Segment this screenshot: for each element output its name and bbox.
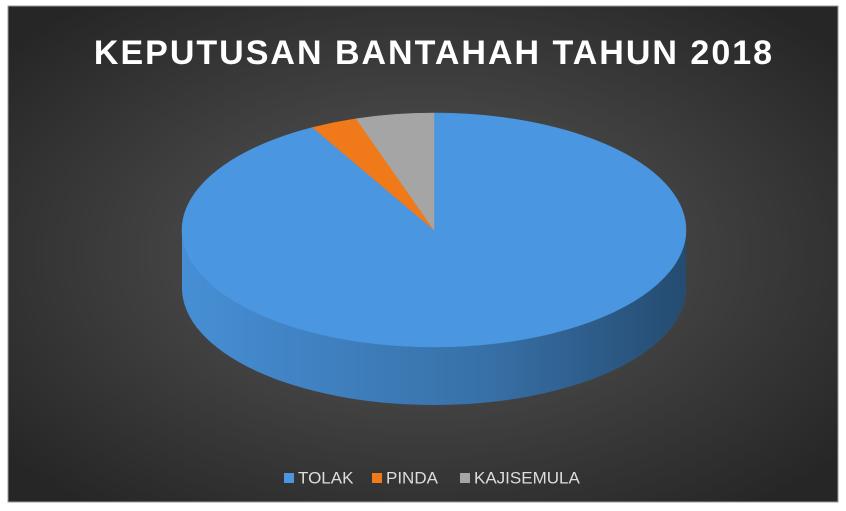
legend-label: TOLAK (298, 468, 354, 487)
slice (355, 112, 435, 231)
legend-swatch (284, 473, 294, 483)
legend-label: PINDA (386, 468, 439, 487)
chart-title: KEPUTUSAN BANTAHAH TAHUN 2018 (94, 34, 774, 72)
slice-side-shade (182, 230, 686, 405)
pie (181, 112, 687, 405)
legend-label: KAJISEMULA (474, 468, 580, 487)
legend-swatch (460, 473, 470, 483)
legend-swatch (372, 473, 382, 483)
legend: TOLAK PINDA KAJISEMULA (284, 468, 580, 487)
